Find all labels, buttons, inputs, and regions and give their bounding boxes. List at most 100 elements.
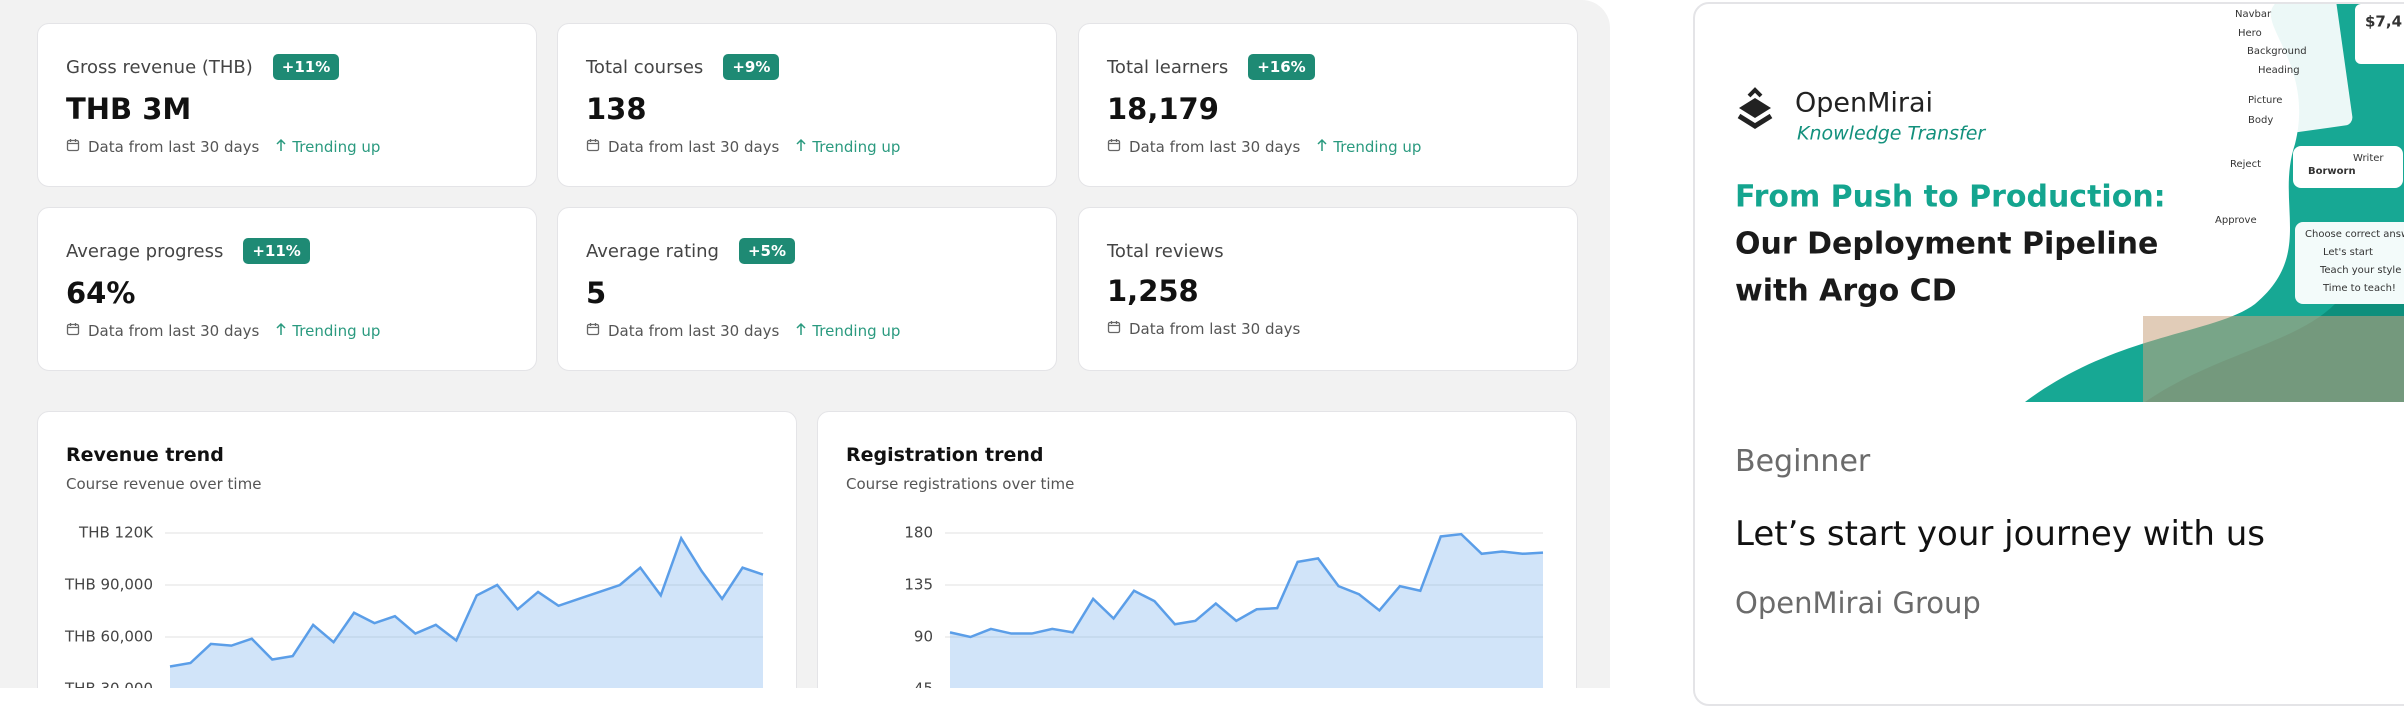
y-tick-label: THB 120K	[78, 524, 154, 542]
mockup-panel	[2207, 4, 2353, 142]
note-text: Data from last 30 days	[88, 138, 260, 156]
stat-label: Average rating	[586, 240, 719, 262]
stat-header: Total learners +16%	[1107, 54, 1577, 80]
stat-label: Average progress	[66, 240, 224, 262]
trend-text: Trending up	[292, 138, 381, 156]
area	[950, 534, 1543, 688]
stat-label: Total reviews	[1107, 240, 1224, 262]
trend-text: Trending up	[812, 138, 901, 156]
stat-header: Total reviews	[1107, 241, 1577, 262]
mockup-text: Navbar	[2235, 9, 2272, 20]
chart-subtitle: Course registrations over time	[846, 475, 1075, 493]
mockup-text: Picture	[2248, 95, 2282, 106]
mockup-text: Reject	[2230, 159, 2261, 170]
line	[169, 535, 764, 668]
chart: THB 30,000 THB 60,000 THB 90,000 THB 120K	[64, 524, 764, 689]
trend: Trending up	[1316, 138, 1421, 156]
mockup-text: Writer	[2353, 153, 2384, 164]
mockup-panel	[2295, 222, 2404, 304]
trend: Trending up	[275, 322, 380, 340]
calendar-icon	[1107, 320, 1121, 338]
note-text: Data from last 30 days	[88, 322, 260, 340]
trend: Trending up	[795, 322, 900, 340]
y-tick-label: THB 30,000	[64, 680, 153, 689]
stat-card: Total learners +16% 18,179 Data from last 3…	[1078, 23, 1578, 187]
stat-badge: +5%	[738, 238, 796, 264]
stat-card: Average rating +5% 5 Data from last 30 days…	[557, 207, 1057, 371]
mockup-text: Let's start	[2323, 247, 2373, 258]
calendar-icon	[66, 322, 80, 340]
trend-icon	[1316, 138, 1328, 156]
mockup-text: Approve	[2215, 215, 2257, 226]
mockup-text: Time to teach!	[2322, 283, 2396, 294]
calendar-icon	[586, 138, 600, 156]
course-banner: OpenMirai Knowledge Transfer From Push to …	[1735, 4, 2404, 402]
stat-card: Gross revenue (THB) +11% THB 3M Data from l…	[37, 23, 537, 187]
trend-text: Trending up	[1333, 138, 1422, 156]
stat-value: 1,258	[1107, 273, 1199, 308]
stat-label: Gross revenue (THB)	[66, 56, 253, 78]
course-card[interactable]: OpenMirai Knowledge Transfer From Push to …	[1693, 2, 2404, 706]
stat-card: Total courses +9% 138 Data from last 30 day…	[557, 23, 1057, 187]
brand: OpenMirai	[1795, 88, 1933, 119]
chart-title: Revenue trend	[66, 444, 224, 466]
stat-card: Average progress +11% 64% Data from last 30…	[37, 207, 537, 371]
headline: Our Deployment Pipeline	[1735, 227, 2158, 262]
note-text: Data from last 30 days	[1129, 319, 1301, 338]
stat-header: Average rating +5%	[586, 238, 1056, 264]
y-tick-label: THB 90,000	[64, 576, 153, 594]
stat-value: THB 3M	[66, 92, 192, 126]
logo-icon	[1737, 87, 1773, 129]
stat-header: Average progress +11%	[66, 238, 536, 264]
course-title[interactable]: Let’s start your journey with us	[1735, 514, 2265, 554]
stat-value: 138	[586, 92, 647, 126]
stat-note: Data from last 30 days Trending up	[66, 322, 536, 340]
stat-value: 64%	[66, 276, 136, 310]
trend-text: Trending up	[812, 322, 901, 340]
y-tick-label: 135	[904, 576, 933, 594]
mockup-text: Body	[2248, 115, 2273, 126]
chart-card: 45 90 135 180 Registration trend Course regis…	[817, 411, 1577, 688]
trend-icon	[275, 138, 287, 156]
stat-badge: +9%	[723, 54, 780, 80]
mockup-text: Background	[2247, 46, 2307, 57]
chart: 45 90 135 180	[904, 524, 1544, 689]
note-text: Data from last 30 days	[1129, 138, 1301, 156]
y-tick-label: THB 60,000	[64, 628, 153, 646]
stat-badge: +11%	[243, 238, 310, 264]
mockup-text: Heading	[2258, 65, 2300, 76]
banner-photo	[2143, 316, 2404, 402]
calendar-icon	[586, 322, 600, 340]
area	[170, 538, 763, 688]
stat-badge: +11%	[272, 54, 340, 80]
calendar-icon	[66, 138, 80, 156]
tagline: Knowledge Transfer	[1797, 123, 1986, 145]
calendar-icon	[1107, 138, 1121, 156]
stat-note: Data from last 30 days Trending up	[1107, 138, 1577, 156]
trend-icon	[795, 322, 807, 340]
stat-value: 5	[586, 276, 607, 310]
mockup-panel	[2293, 146, 2403, 188]
chart-title: Registration trend	[846, 444, 1044, 466]
chart-subtitle: Course revenue over time	[66, 475, 262, 493]
stat-card: Total reviews 1,258 Data from last 30 days	[1078, 207, 1578, 371]
y-tick-label: 45	[914, 680, 933, 689]
stat-badge: +16%	[1248, 54, 1315, 80]
headline: with Argo CD	[1735, 274, 1957, 309]
stat-note: Data from last 30 days	[1107, 320, 1577, 338]
y-tick-label: 90	[914, 628, 933, 646]
stat-note: Data from last 30 days Trending up	[586, 138, 1056, 156]
stat-header: Gross revenue (THB) +11%	[66, 54, 536, 80]
mockup-text: Choose correct answer	[2305, 229, 2404, 240]
mockup-panel	[2190, 206, 2274, 236]
trend-text: Trending up	[292, 322, 381, 340]
trend: Trending up	[275, 138, 380, 156]
note-text: Data from last 30 days	[608, 138, 780, 156]
stat-value: 18,179	[1107, 92, 1219, 126]
stat-label: Total learners	[1107, 56, 1229, 78]
note-text: Data from last 30 days	[608, 322, 780, 340]
trend-icon	[795, 138, 807, 156]
course-level: Beginner	[1735, 444, 1871, 479]
stat-header: Total courses +9%	[586, 54, 1056, 80]
